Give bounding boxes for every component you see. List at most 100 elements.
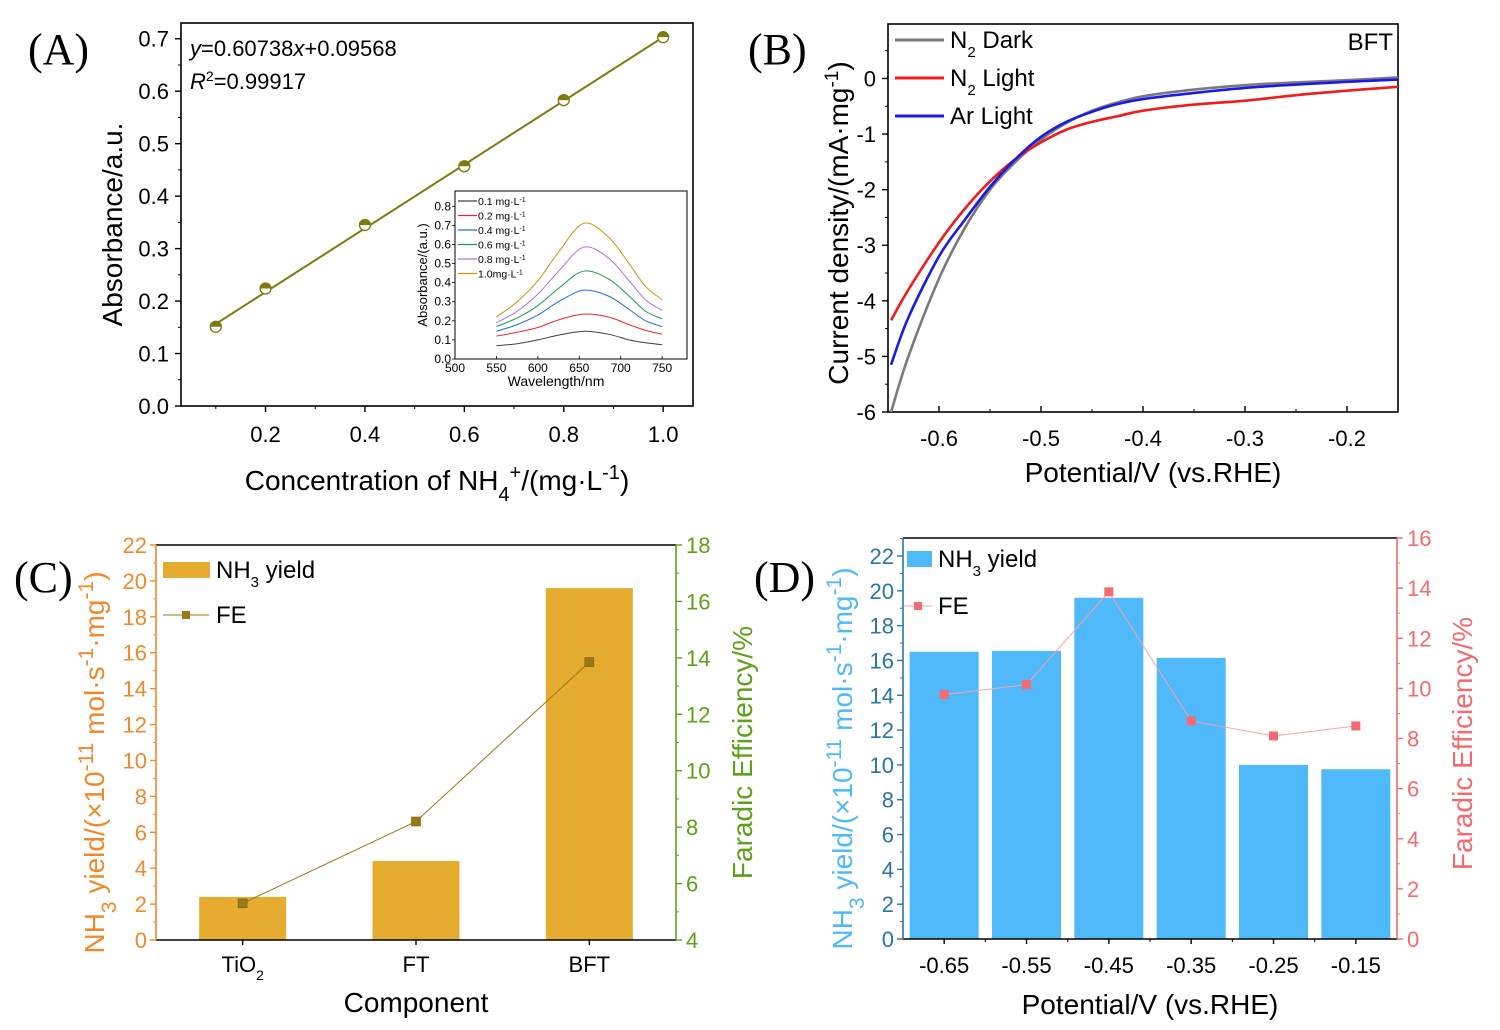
chart-panel-a: 0.0 0.1 0.2 0.3 0.4 0.5 0.6 0.7 0.2 0.4 0.6 0.8 1.0 C… xyxy=(97,22,694,506)
sample-annotation: BFT xyxy=(1348,29,1394,56)
data-point-fill xyxy=(359,219,371,225)
legend-label: N2 Dark xyxy=(950,27,1034,61)
legend-swatch-marker xyxy=(182,611,190,619)
y-left-tick-label: 22 xyxy=(870,544,894,569)
y-left-tick-label: 18 xyxy=(123,605,147,630)
x-tick-label: 0.4 xyxy=(350,422,381,447)
y-left-tick-label: 2 xyxy=(882,892,894,917)
inset-x-tick-label: 650 xyxy=(569,361,589,375)
fit-equation: y=0.60738x+0.09568 xyxy=(188,36,397,61)
bar xyxy=(1074,597,1144,939)
bar xyxy=(1239,764,1308,939)
x-tick-label: -0.2 xyxy=(1328,426,1366,451)
inset-legend-label: 0.4 mg·L-1 xyxy=(478,225,526,237)
panel-label-b: (B) xyxy=(748,25,807,74)
y-tick-label: 0.3 xyxy=(138,237,169,262)
y-right-tick-label: 8 xyxy=(1407,727,1419,752)
x-tick-label: -0.3 xyxy=(1226,426,1264,451)
legend-swatch-bar xyxy=(907,551,932,567)
inset-y-tick-label: 0.2 xyxy=(434,314,451,328)
fe-line xyxy=(944,591,1356,737)
x-axis-title: Potential/V (vs.RHE) xyxy=(1022,989,1279,1020)
x-tick-label: -0.55 xyxy=(1001,953,1051,978)
inset-x-tick-label: 700 xyxy=(611,361,631,375)
y-tick-label: -3 xyxy=(856,233,876,258)
x-tick-label: -0.5 xyxy=(1022,426,1060,451)
x-tick-label: 1.0 xyxy=(648,422,679,447)
y-left-tick-label: 14 xyxy=(123,677,147,702)
y-right-tick-label: 6 xyxy=(686,872,698,897)
inset-x-tick-label: 600 xyxy=(528,361,548,375)
y-right-tick-label: 8 xyxy=(686,815,698,840)
y-left-tick-label: 0 xyxy=(135,928,147,953)
y-right-axis-title: Faradic Efficiency/% xyxy=(1447,617,1478,870)
x-tick-label: -0.15 xyxy=(1331,953,1381,978)
y-left-tick-label: 20 xyxy=(870,579,894,604)
fe-marker xyxy=(1104,587,1114,597)
inset-series-line xyxy=(496,222,663,318)
y-left-tick-label: 8 xyxy=(882,788,894,813)
y-right-tick-label: 0 xyxy=(1407,927,1419,952)
inset-x-tick-label: 550 xyxy=(486,361,506,375)
inset-legend-label: 0.2 mg·L-1 xyxy=(478,211,526,223)
chart-panel-b: -6 -5 -4 -3 -2 -1 0 -0.6 -0.5 -0.4 -0.3 -0.2 Potenti… xyxy=(822,23,1399,488)
series-line xyxy=(889,85,1398,321)
y-axis-title: Current density/(mA·mg-1) xyxy=(822,61,855,384)
chart-panel-c: 0 2 4 6 8 10 12 14 16 18 20 22 4 6 8 10 12 14 16 18 TiO2 FT BF… xyxy=(75,533,759,1018)
y-right-tick-label: 16 xyxy=(1407,526,1431,551)
x-axis-title: Potential/V (vs.RHE) xyxy=(1025,457,1282,488)
inset-y-tick-label: 0.8 xyxy=(434,199,451,213)
y-left-tick-label: 4 xyxy=(135,856,147,881)
legend-label: Ar Light xyxy=(950,103,1033,130)
fe-marker xyxy=(1351,721,1361,731)
y-right-tick-label: 14 xyxy=(686,646,710,671)
y-left-tick-label: 4 xyxy=(882,857,894,882)
y-left-axis-title: NH3 yield/(×10-11 mol·s-1·mg-1) xyxy=(75,571,121,953)
inset-x-tick-label: 750 xyxy=(652,361,672,375)
y-left-tick-label: 16 xyxy=(870,648,894,673)
y-tick-label: 0 xyxy=(864,66,876,91)
y-left-tick-label: 10 xyxy=(123,748,147,773)
data-point-fill xyxy=(558,94,570,101)
y-right-tick-label: 2 xyxy=(1407,877,1419,902)
y-right-axis-title: Faradic Efficiency/% xyxy=(727,626,758,879)
inset-legend-label: 0.6 mg·L-1 xyxy=(478,240,526,252)
fit-line xyxy=(215,36,664,325)
inset-series-line xyxy=(496,289,663,332)
x-tick-label: -0.6 xyxy=(920,426,958,451)
panel-label-d: (D) xyxy=(754,553,815,602)
y-left-tick-label: 0 xyxy=(882,927,894,952)
y-tick-label: 0.6 xyxy=(138,79,169,104)
bar xyxy=(909,651,979,939)
inset-x-tick-label: 500 xyxy=(445,361,465,375)
inset-y-tick-label: 0.7 xyxy=(434,218,451,232)
inset-y-tick-label: 0.6 xyxy=(434,237,451,251)
bar xyxy=(372,861,460,940)
y-tick-label: -1 xyxy=(856,122,876,147)
y-tick-label: -4 xyxy=(856,289,876,314)
y-tick-label: 0.0 xyxy=(138,394,169,419)
y-left-tick-label: 14 xyxy=(870,683,894,708)
y-left-tick-label: 12 xyxy=(123,713,147,738)
inset-y-axis-title: Absorbance/(a.u.) xyxy=(415,223,430,326)
legend-swatch-bar xyxy=(163,562,210,578)
y-right-tick-label: 4 xyxy=(686,928,698,953)
inset-y-tick-label: 0.1 xyxy=(434,333,451,347)
y-left-tick-label: 8 xyxy=(135,784,147,809)
y-tick-label: 0.7 xyxy=(138,27,169,52)
y-right-tick-label: 16 xyxy=(686,589,710,614)
y-right-tick-label: 12 xyxy=(686,702,710,727)
inset-series-line xyxy=(496,270,663,328)
fe-marker xyxy=(584,657,595,667)
y-left-tick-label: 12 xyxy=(870,718,894,743)
fe-marker xyxy=(1186,716,1196,726)
y-left-tick-label: 16 xyxy=(123,641,147,666)
legend-label: NH3 yield xyxy=(938,546,1037,580)
y-left-tick-label: 22 xyxy=(123,533,147,558)
panel-label-c: (C) xyxy=(14,553,73,602)
x-tick-label: BFT xyxy=(569,952,611,977)
y-left-tick-label: 2 xyxy=(135,892,147,917)
inset-chart: 0.0 0.1 0.2 0.3 0.4 0.5 0.6 0.7 0.8 500 550 600 650 7… xyxy=(415,190,688,389)
y-left-axis-title: NH3 yield/(×10-11 mol·s-1·mg-1) xyxy=(823,567,869,949)
y-right-tick-label: 4 xyxy=(1407,827,1419,852)
